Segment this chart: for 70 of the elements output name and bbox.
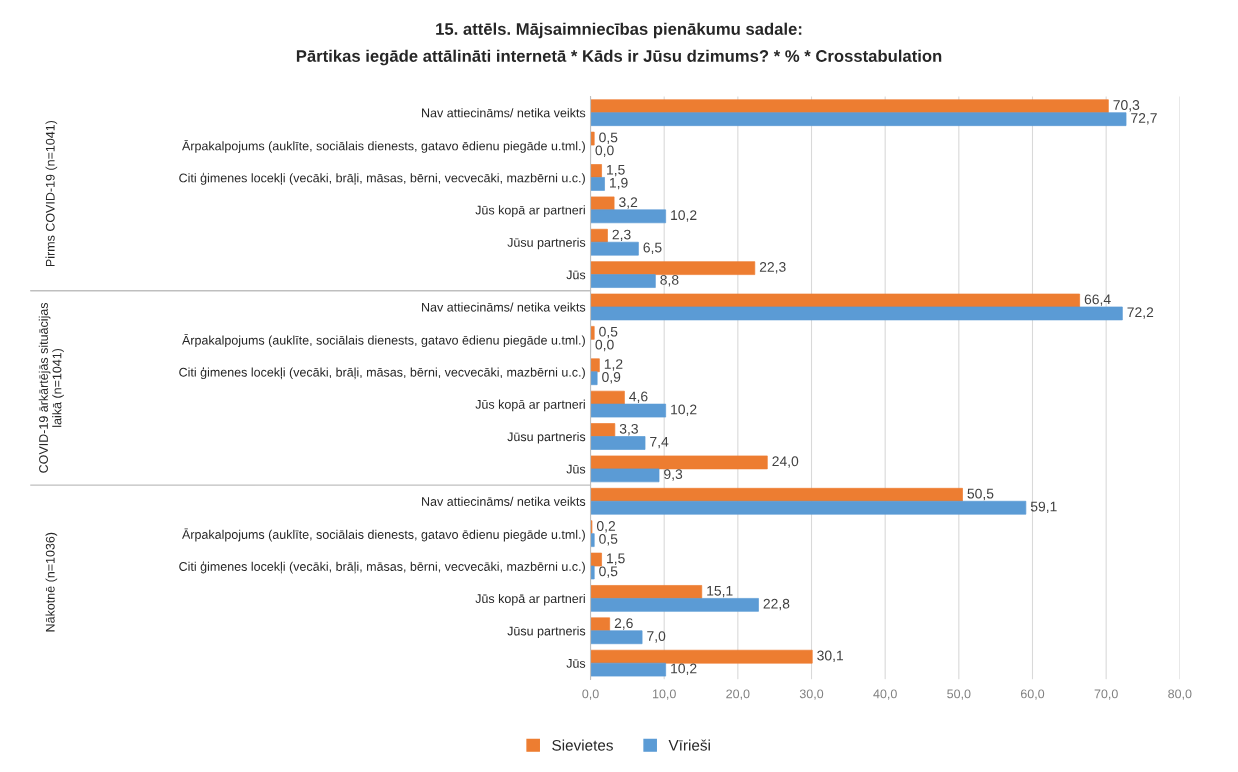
- data-label: 72,2: [1127, 307, 1154, 319]
- data-label: 9,3: [664, 469, 683, 481]
- y-tick-label: Ārpakalpojums (auklīte, sociālais dienests, gatavo ēdienu piegāde u.tml.): [182, 528, 585, 542]
- text: COVID-19 ārkārtējās situācijas laikā (n=1041): [38, 302, 64, 473]
- x-tick-label: 40,0: [873, 689, 897, 700]
- x-tick-label: 70,0: [1094, 689, 1118, 700]
- data-label: 22,8: [763, 598, 790, 611]
- x-tick-label: 80,0: [1168, 689, 1192, 700]
- data-label: 7,0: [647, 631, 666, 643]
- data-label: 2,6: [614, 618, 633, 630]
- data-label: 3,2: [619, 197, 638, 209]
- data-label: 0,0: [595, 145, 614, 157]
- y-tick-label: Ārpakalpojums (auklīte, sociālais dienests, gatavo ēdienu piegāde u.tml.): [182, 334, 585, 348]
- data-label: 3,3: [619, 423, 638, 436]
- data-label: 0,5: [599, 326, 618, 339]
- y-tick-label: Nav attiecināms/ netika veikts: [422, 302, 586, 312]
- y-tick-label: Jūs kopā ar partneri: [475, 593, 585, 606]
- text: Pirms COVID-19 (n=1041): [45, 120, 58, 267]
- data-label: 4,6: [629, 391, 648, 404]
- data-label: 15,1: [707, 585, 733, 598]
- y-tick-label: Nav attiecināms/ netika veikts: [422, 496, 586, 506]
- x-tick-label: 10,0: [652, 689, 676, 700]
- data-label: 70,3: [1113, 100, 1140, 112]
- chart-title: 15. attēls. Mājsaimniecības pienākumu sadale:: [436, 22, 802, 39]
- y-tick-label: Jūs kopā ar partneri: [475, 205, 585, 217]
- y-tick-label: Citi ģimenes locekļi (vecāki, brāļi, māsas, bērni, vecvecāki, mazbērni u.c.): [179, 561, 585, 574]
- data-label: 6,5: [643, 242, 662, 255]
- data-label: 66,4: [1084, 294, 1111, 306]
- y-tick-label: Nav attiecināms/ netika veikts: [422, 108, 586, 118]
- text: Nākotnē (n=1036): [45, 532, 58, 632]
- data-label: 0,5: [599, 534, 618, 546]
- legend-label: Sievietes: [552, 739, 613, 751]
- y-tick-label: Ārpakalpojums (auklīte, sociālais dienests, gatavo ēdienu piegāde u.tml.): [182, 139, 585, 153]
- x-tick-label: 50,0: [947, 689, 971, 700]
- data-label: 0,0: [595, 339, 614, 352]
- y-tick-label: Citi ģimenes locekļi (vecāki, brāļi, māsas, bērni, vecvecāki, mazbērni u.c.): [179, 366, 585, 380]
- data-label: 30,1: [817, 650, 844, 663]
- x-tick-label: 60,0: [1020, 689, 1045, 700]
- data-label: 1,5: [607, 553, 625, 565]
- data-label: 1,5: [607, 165, 625, 177]
- y-tick-label: Jūsu partneris: [507, 626, 586, 638]
- y-tick-label: Citi ģimenes locekļi (vecāki, brāļi, māsas, bērni, vecvecāki, mazbērni u.c.): [179, 172, 585, 185]
- data-label: 72,7: [1131, 113, 1157, 125]
- data-label: 7,4: [650, 437, 669, 449]
- y-tick-label: Jūs: [566, 464, 586, 474]
- data-label: 10,2: [671, 663, 697, 676]
- data-label: 0,5: [599, 566, 618, 578]
- x-tick-label: 30,0: [799, 689, 824, 700]
- x-tick-label: 0,0: [582, 689, 599, 700]
- y-tick-label: Jūs kopā ar partneri: [475, 399, 585, 412]
- data-label: 8,8: [660, 274, 679, 287]
- data-label: 10,2: [671, 210, 697, 222]
- legend-label: Vīrieši: [668, 739, 710, 751]
- y-tick-label: Jūsu partneris: [507, 237, 586, 250]
- chart-subtitle: Pārtikas iegāde attālināti internetā * Kāds ir Jūsu dzimums? * % * Crosstabulation: [296, 49, 942, 66]
- data-label: 2,3: [612, 229, 631, 242]
- data-label: 24,0: [772, 456, 799, 468]
- data-label: 0,2: [596, 521, 616, 533]
- x-tick-label: 20,0: [726, 689, 750, 700]
- y-tick-label: Jūs: [566, 270, 586, 280]
- data-label: 0,9: [602, 372, 621, 384]
- y-tick-label: Jūs: [566, 659, 586, 668]
- data-label: 10,2: [671, 404, 697, 416]
- data-label: 22,3: [759, 262, 786, 274]
- data-label: 59,1: [1030, 501, 1057, 514]
- y-tick-label: Jūsu partneris: [507, 431, 586, 444]
- data-label: 50,5: [967, 488, 994, 501]
- data-label: 1,9: [610, 177, 628, 190]
- data-label: 0,5: [599, 132, 618, 144]
- data-label: 1,2: [604, 359, 623, 371]
